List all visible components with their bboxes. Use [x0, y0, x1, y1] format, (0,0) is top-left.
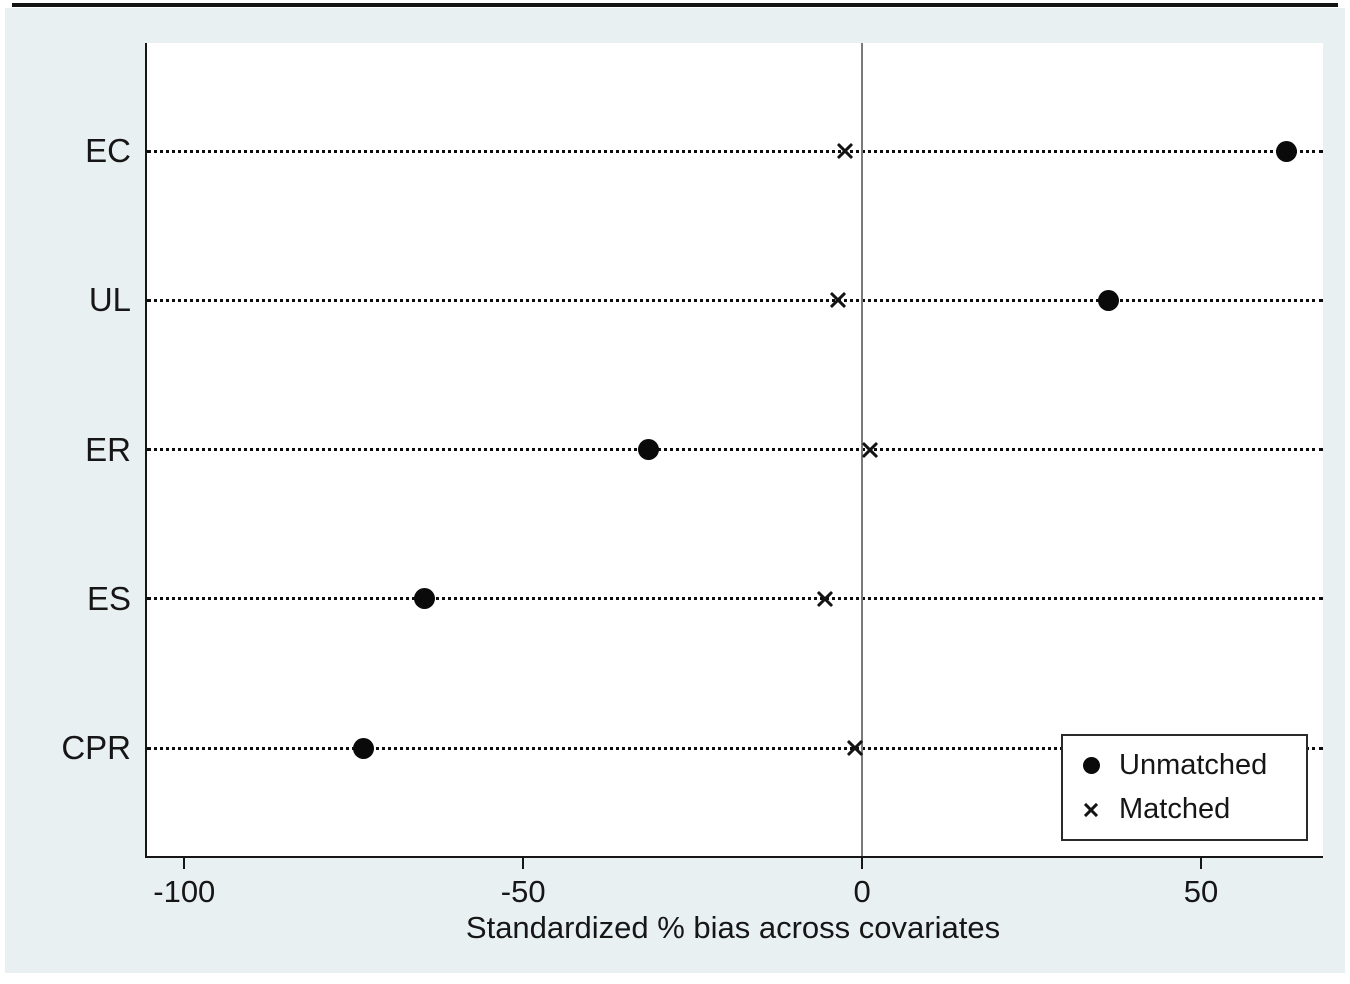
grid-line-ec [147, 149, 1323, 153]
y-axis-label-ul: UL [88, 281, 131, 319]
x-axis-tick--50 [522, 856, 525, 869]
chart-canvas: Unmatched Matched -100 -50 0 50 Standardize… [5, 8, 1345, 973]
matched-point-ec [837, 143, 854, 160]
unmatched-point-ul [1097, 289, 1119, 311]
matched-point-es [817, 590, 834, 607]
matched-point-cpr [846, 740, 863, 757]
x-axis-tick-label-50: 50 [1183, 874, 1219, 909]
plot-area: Unmatched Matched -100 -50 0 50 [145, 43, 1323, 909]
grid-line-cpr [147, 746, 1323, 750]
legend-item-matched: Matched [1079, 793, 1306, 827]
legend-box: Unmatched Matched [1061, 734, 1308, 841]
top-border-rule [12, 3, 1338, 7]
unmatched-point-cpr [353, 737, 375, 759]
x-axis-tick--100 [183, 856, 186, 869]
x-axis-title: Standardized % bias across covariates [465, 910, 1001, 945]
unmatched-point-er [638, 439, 660, 461]
unmatched-point-es [414, 588, 436, 610]
y-axis-label-ec: EC [85, 132, 131, 169]
matched-point-er [861, 441, 878, 458]
y-axis-label-er: ER [85, 430, 131, 468]
x-axis-tick-label-0: 0 [853, 874, 871, 909]
x-axis-tick-0 [861, 856, 864, 869]
legend-item-unmatched: Unmatched [1079, 749, 1306, 783]
grid-line-es [147, 597, 1323, 601]
grid-line-er [147, 448, 1323, 452]
x-axis-tick-label--50: -50 [500, 874, 546, 909]
unmatched-point-ec [1275, 140, 1297, 162]
x-cross-icon [1079, 802, 1103, 817]
x-axis-tick-label--100: -100 [153, 874, 216, 909]
grid-line-ul [147, 298, 1323, 302]
y-axis-label-cpr: CPR [61, 729, 131, 767]
filled-circle-icon [1079, 757, 1103, 774]
legend-label-unmatched: Unmatched [1119, 749, 1268, 781]
y-axis-label-es: ES [86, 579, 131, 617]
matched-point-ul [829, 292, 846, 309]
x-axis-tick-50 [1199, 856, 1202, 869]
legend-label-matched: Matched [1119, 793, 1231, 825]
